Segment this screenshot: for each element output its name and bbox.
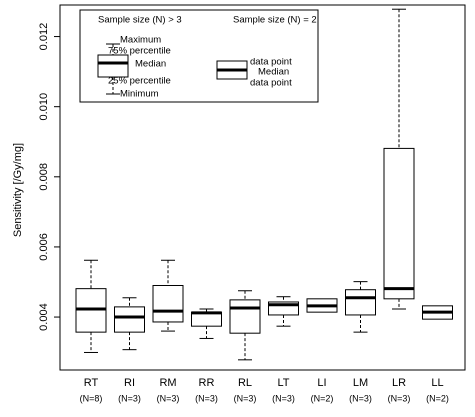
box xyxy=(383,147,415,300)
n-label: (N=3) xyxy=(195,393,218,403)
legend-text: 25% percentile xyxy=(108,76,171,87)
legend-text: Minimum xyxy=(120,89,159,100)
x-tick-label: RT xyxy=(84,377,99,389)
legend-text: 75% percentile xyxy=(108,46,171,57)
box xyxy=(114,306,145,333)
n-label: (N=3) xyxy=(157,393,180,403)
box xyxy=(152,284,184,323)
legend-box xyxy=(97,54,129,78)
y-tick-label: 0.008 xyxy=(38,163,50,191)
n-label: (N=2) xyxy=(426,393,449,403)
n-label: (N=2) xyxy=(311,393,334,403)
plot-frame xyxy=(59,4,466,371)
x-tick-label: LM xyxy=(353,377,368,389)
n-label: (N=3) xyxy=(234,393,257,403)
x-tick-label: LR xyxy=(392,377,406,389)
legend-text: data point xyxy=(250,57,292,68)
y-tick-label: 0.006 xyxy=(38,233,50,261)
box xyxy=(229,299,261,334)
y-tick-label: 0.004 xyxy=(38,303,50,331)
n-label: (N=3) xyxy=(118,393,141,403)
legend-text: Maximum xyxy=(120,35,161,46)
n-label: (N=8) xyxy=(80,393,103,403)
y-tick-label: 0.010 xyxy=(38,93,50,121)
legend-text: Median xyxy=(135,59,166,70)
x-tick-label: RM xyxy=(159,377,176,389)
legend-title: Sample size (N) > 3 xyxy=(98,15,182,26)
legend: Sample size (N) > 3 Sample size (N) = 2 … xyxy=(79,9,319,103)
x-tick-label: RR xyxy=(199,377,215,389)
x-tick-label: RI xyxy=(124,377,135,389)
box xyxy=(345,289,376,316)
x-tick-label: LI xyxy=(317,377,326,389)
y-tick-label: 0.012 xyxy=(38,23,50,51)
n-label: (N=3) xyxy=(349,393,372,403)
x-tick-label: LT xyxy=(277,377,289,389)
y-axis-label: Sensitivity [/Gy/mg] xyxy=(12,143,24,237)
legend-text: data point xyxy=(250,78,292,89)
legend-title: Sample size (N) = 2 xyxy=(233,15,317,26)
n-label: (N=3) xyxy=(388,393,411,403)
legend-text: Median xyxy=(258,67,289,78)
x-tick-label: RL xyxy=(238,377,252,389)
n-label: (N=3) xyxy=(272,393,295,403)
x-tick-label: LL xyxy=(431,377,443,389)
